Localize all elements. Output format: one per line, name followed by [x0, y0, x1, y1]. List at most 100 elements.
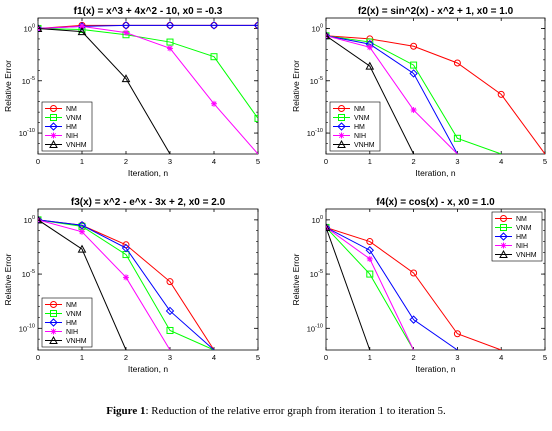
data-point-vnm	[366, 270, 374, 278]
x-tick-label: 1	[368, 157, 372, 166]
y-tick-exponent: -10	[315, 128, 323, 134]
y-tick-exponent: -5	[30, 269, 35, 275]
x-tick-label: 4	[499, 157, 503, 166]
data-point-vnhm	[121, 74, 131, 83]
legend: NM VNM HM NIH VNHM	[41, 101, 93, 152]
legend-label-vnm: VNM	[516, 225, 532, 232]
x-tick-label: 4	[212, 353, 216, 362]
legend-label-vnhm: VNHM	[66, 338, 87, 345]
y-tick-exponent: -5	[318, 76, 323, 82]
data-point-nm	[497, 90, 505, 98]
series-group	[326, 222, 502, 350]
figure-caption: Figure 1: Reduction of the relative erro…	[0, 405, 552, 417]
series-line-hm	[38, 219, 215, 350]
legend: NM VNM HM NIH VNHM	[329, 101, 381, 152]
data-point-hm	[365, 246, 375, 255]
series-line-nih	[326, 35, 458, 154]
data-point-hm	[253, 21, 258, 30]
x-tick-label: 3	[455, 157, 459, 166]
data-point-vnhm	[326, 31, 331, 40]
legend-marker-nm	[338, 105, 345, 112]
x-tick-label: 2	[124, 353, 128, 362]
legend-marker-nih	[338, 132, 345, 139]
data-point-vnhm	[38, 215, 43, 224]
y-tick-base: 10	[312, 216, 320, 225]
legend-marker-nm	[50, 301, 57, 308]
x-axis-label: Iteration, n	[128, 168, 168, 178]
x-axis-label: Iteration, n	[415, 168, 455, 178]
legend: NM VNM HM NIH VNHM	[491, 211, 543, 262]
data-point-nih	[79, 228, 85, 235]
legend-marker-vnhm	[49, 139, 58, 148]
series-line-nm	[326, 226, 502, 350]
x-tick-label: 4	[212, 157, 216, 166]
legend-label-nm: NM	[66, 106, 77, 113]
y-tick-base: 10	[19, 129, 27, 138]
figure-caption-label: Figure 1	[106, 405, 146, 417]
series-line-vnm	[326, 35, 502, 154]
series-line-vnhm	[38, 219, 127, 350]
data-point-hm	[77, 221, 87, 230]
data-point-nih	[167, 45, 173, 52]
chart-title: f4(x) = cos(x) - x, x0 = 1.0	[376, 197, 495, 208]
legend-marker-vnm	[50, 114, 57, 121]
y-axis-label: Relative Error	[291, 253, 301, 305]
series-line-vnm	[326, 227, 415, 350]
legend-box	[329, 101, 381, 152]
x-tick-label: 3	[168, 157, 172, 166]
y-tick-label: 10-10	[19, 323, 35, 333]
series-line-hm	[326, 226, 458, 350]
legend-label-hm: HM	[354, 124, 365, 131]
data-point-nm	[410, 42, 418, 50]
data-point-hm	[38, 215, 43, 225]
legend-label-nih: NIH	[354, 133, 366, 140]
y-tick-exponent: -10	[27, 323, 35, 329]
chart-title: f3(x) = x^2 - e^x - 3x + 2, x0 = 2.0	[71, 197, 226, 208]
legend-label-hm: HM	[66, 320, 77, 327]
x-tick-label: 5	[256, 157, 260, 166]
data-point-hm	[326, 223, 331, 232]
legend-label-hm: HM	[66, 124, 77, 131]
legend-label-vnm: VNM	[354, 115, 370, 122]
x-tick-label: 5	[543, 353, 547, 362]
y-tick-label: 10-10	[307, 323, 323, 333]
chart-panel-3: f3(x) = x^2 - e^x - 3x + 2, x0 = 2.0 0 1 2 3…	[3, 197, 260, 374]
legend-marker-hm	[337, 122, 346, 131]
x-tick-label: 0	[36, 353, 40, 362]
legend-label-vnhm: VNHM	[354, 142, 375, 149]
legend-marker-vnhm	[49, 335, 58, 344]
series-group	[38, 215, 215, 350]
chart-panel-1: f1(x) = x^3 + 4x^2 - 10, x0 = -0.3 0 1 2 3 4 5…	[3, 6, 260, 178]
chart-title: f1(x) = x^3 + 4x^2 - 10, x0 = -0.3	[74, 6, 223, 17]
series-line-vnhm	[326, 227, 371, 350]
y-axis-label: Relative Error	[3, 253, 13, 305]
data-point-nih	[79, 23, 85, 30]
y-tick-label: 10-5	[22, 269, 35, 279]
legend-label-vnm: VNM	[66, 115, 82, 122]
legend-marker-vnm	[338, 114, 345, 121]
x-tick-label: 5	[256, 353, 260, 362]
data-point-nm	[166, 278, 174, 286]
legend-marker-vnm	[50, 310, 57, 317]
x-tick-label: 3	[168, 353, 172, 362]
figure-caption-text: : Reduction of the relative error graph …	[145, 405, 446, 417]
series-line-nih	[38, 25, 258, 154]
data-point-hm	[38, 24, 43, 33]
data-point-vnm	[210, 53, 218, 61]
data-point-nm	[410, 269, 418, 277]
legend-label-hm: HM	[516, 234, 527, 241]
data-point-nm	[366, 238, 374, 246]
x-tick-label: 5	[543, 157, 547, 166]
x-tick-label: 2	[124, 157, 128, 166]
data-point-vnm	[254, 114, 258, 122]
series-line-vnhm	[326, 35, 415, 154]
x-axis-label: Iteration, n	[415, 364, 455, 374]
y-tick-label: 100	[312, 215, 323, 225]
y-axis-label: Relative Error	[3, 60, 13, 112]
series-group	[326, 31, 545, 154]
data-point-hm	[121, 21, 131, 30]
data-point-nih	[123, 274, 129, 281]
y-tick-base: 10	[22, 77, 30, 86]
data-point-hm	[165, 306, 175, 316]
x-tick-label: 3	[455, 353, 459, 362]
